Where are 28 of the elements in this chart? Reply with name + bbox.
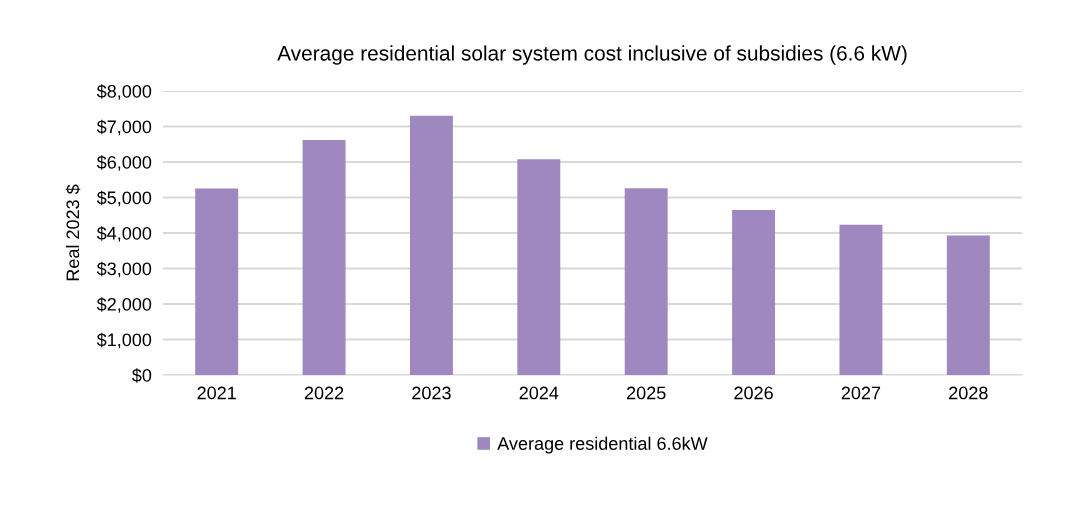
bar — [517, 159, 561, 375]
y-tick-label: $8,000 — [96, 84, 152, 100]
chart-title: Average residential solar system cost inclusive of subsidies (6.6 kW) — [277, 45, 907, 65]
x-tick-label: 2022 — [304, 386, 344, 400]
x-tick-label: 2027 — [841, 386, 881, 400]
x-tick-label: 2028 — [949, 386, 988, 400]
x-tick-label: 2025 — [627, 386, 666, 400]
y-tick-label: $0 — [132, 368, 152, 383]
x-tick-label: 2021 — [197, 386, 236, 400]
y-tick-label: $6,000 — [96, 155, 152, 171]
y-tick-label: $7,000 — [96, 119, 152, 136]
bar — [624, 188, 668, 375]
bar — [732, 209, 776, 375]
legend-label: Average residential 6.6kW — [497, 436, 708, 454]
y-tick-label: $3,000 — [96, 261, 152, 278]
y-axis-title: Real 2023 $ — [65, 184, 81, 281]
y-tick-label: $5,000 — [96, 190, 152, 207]
bar — [409, 115, 453, 375]
x-tick-label: 2023 — [412, 386, 451, 400]
x-tick-label: 2026 — [734, 386, 773, 400]
bar — [195, 188, 239, 375]
bar — [946, 235, 990, 375]
y-tick-label: $4,000 — [96, 226, 152, 242]
y-tick-label: $2,000 — [96, 297, 152, 313]
bar — [302, 139, 346, 375]
y-tick-label: $1,000 — [96, 332, 152, 349]
x-tick-label: 2024 — [519, 386, 559, 400]
bar — [839, 224, 883, 375]
